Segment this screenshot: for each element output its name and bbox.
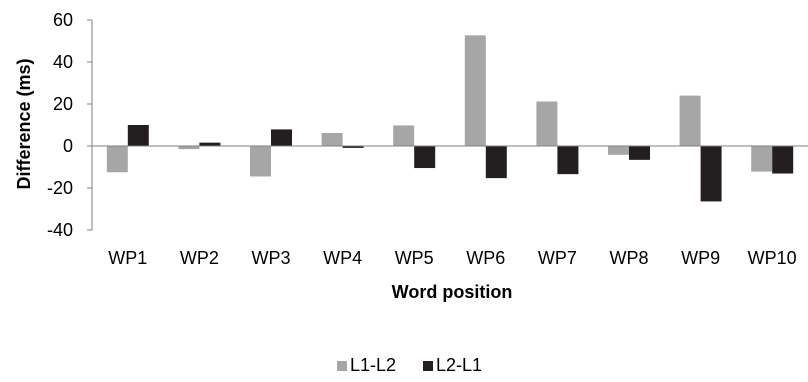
x-tick-label: WP9 <box>681 248 720 268</box>
bar-l1-l2-wp1 <box>106 146 128 173</box>
x-axis-title: Word position <box>392 282 513 302</box>
y-tick-label: -40 <box>47 220 73 240</box>
x-tick-label: WP6 <box>466 248 505 268</box>
bar-l2-l1-wp2 <box>199 142 221 146</box>
bar-l2-l1-wp5 <box>414 146 436 169</box>
bar-l1-l2-wp4 <box>321 132 343 146</box>
y-tick-label: -20 <box>47 178 73 198</box>
bar-l2-l1-wp9 <box>700 146 722 202</box>
bar-l1-l2-wp2 <box>178 146 200 150</box>
legend-label-l1-l2: L1-L2 <box>350 355 396 375</box>
legend-swatch-l1-l2 <box>337 361 347 371</box>
x-axis-ticks: WP1 WP2 WP3 WP4 WP5 WP6 WP7 WP8 WP9 WP10 <box>108 248 796 268</box>
bar-l1-l2-wp7 <box>536 101 558 146</box>
bar-l2-l1-wp7 <box>557 146 579 175</box>
y-tick-label: 0 <box>63 136 73 156</box>
y-axis-ticks: -40 -20 0 20 40 60 <box>47 10 92 240</box>
y-axis-title: Difference (ms) <box>14 58 34 189</box>
x-tick-label: WP5 <box>395 248 434 268</box>
bar-l2-l1-wp10 <box>772 146 794 174</box>
y-tick-label: 60 <box>53 10 73 30</box>
legend: L1-L2 L2-L1 <box>337 355 482 375</box>
x-tick-label: WP7 <box>538 248 577 268</box>
x-tick-label: WP1 <box>108 248 147 268</box>
bar-l1-l2-wp6 <box>464 35 486 146</box>
bar-l2-l1-wp3 <box>271 129 292 146</box>
bar-l2-l1-wp1 <box>127 125 149 146</box>
bar-l1-l2-wp5 <box>393 125 415 146</box>
y-tick-label: 20 <box>53 94 73 114</box>
bar-l2-l1-wp6 <box>485 146 507 179</box>
plot-area <box>91 20 808 230</box>
bar-l1-l2-wp8 <box>608 146 629 155</box>
legend-label-l2-l1: L2-L1 <box>436 355 482 375</box>
x-tick-label: WP8 <box>609 248 648 268</box>
bar-l2-l1-wp8 <box>629 146 650 160</box>
x-tick-label: WP3 <box>251 248 290 268</box>
x-tick-label: WP10 <box>748 248 797 268</box>
y-tick-label: 40 <box>53 52 73 72</box>
legend-swatch-l2-l1 <box>423 361 433 371</box>
bar-l1-l2-wp9 <box>679 95 701 146</box>
bar-l1-l2-wp3 <box>250 146 271 177</box>
x-tick-label: WP4 <box>323 248 362 268</box>
bar-l2-l1-wp4 <box>342 146 364 148</box>
x-tick-label: WP2 <box>180 248 219 268</box>
bar-l1-l2-wp10 <box>751 146 773 172</box>
